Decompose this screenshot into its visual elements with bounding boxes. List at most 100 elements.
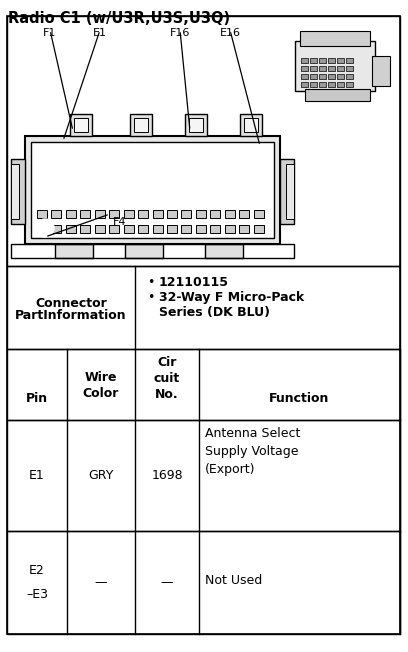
Bar [310, 82, 317, 87]
Circle shape [36, 219, 54, 237]
Bar [301, 66, 308, 71]
Bar [95, 225, 105, 233]
Bar [66, 225, 76, 233]
Bar [346, 74, 353, 79]
Text: E1: E1 [29, 469, 45, 482]
Bar [74, 118, 88, 132]
Bar [337, 58, 344, 63]
Bar [295, 41, 375, 91]
Bar [205, 244, 243, 258]
Text: F1: F1 [43, 28, 57, 38]
Bar [11, 164, 19, 219]
Bar [253, 210, 264, 218]
Bar [310, 66, 317, 71]
Bar [109, 210, 119, 218]
Bar [7, 16, 400, 266]
Bar [346, 82, 353, 87]
Text: —: — [95, 576, 107, 589]
Text: –E3: –E3 [26, 588, 48, 601]
Text: E16: E16 [220, 28, 240, 38]
Bar [185, 114, 207, 136]
Bar [55, 244, 93, 258]
Bar [337, 82, 344, 87]
Bar [239, 225, 249, 233]
Bar [138, 225, 148, 233]
Bar [182, 225, 191, 233]
Text: Pin: Pin [26, 393, 48, 405]
Bar [182, 210, 191, 218]
Bar [310, 74, 317, 79]
Bar [80, 210, 90, 218]
Text: Series (DK BLU): Series (DK BLU) [159, 306, 270, 319]
Text: 1698: 1698 [151, 469, 183, 482]
Bar [301, 82, 308, 87]
Bar [319, 66, 326, 71]
Bar [196, 225, 206, 233]
Text: 32-Way F Micro-Pack: 32-Way F Micro-Pack [159, 291, 304, 304]
Bar [134, 118, 148, 132]
Bar [125, 244, 163, 258]
Bar [319, 74, 326, 79]
Text: Radio C1 (w/U3R,U3S,U3Q): Radio C1 (w/U3R,U3S,U3Q) [8, 11, 230, 26]
Text: F16: F16 [170, 28, 190, 38]
Text: —: — [161, 576, 173, 589]
Bar [11, 159, 25, 224]
Text: E1: E1 [93, 28, 107, 38]
Bar [301, 58, 308, 63]
Bar [225, 225, 235, 233]
Bar [239, 210, 249, 218]
Bar [109, 225, 119, 233]
Bar [337, 66, 344, 71]
Text: 12110115: 12110115 [159, 276, 229, 289]
Bar [210, 225, 220, 233]
Bar [37, 210, 47, 218]
Bar [124, 225, 134, 233]
Bar [300, 31, 370, 46]
Text: E2: E2 [29, 563, 45, 576]
Bar [240, 114, 262, 136]
Bar [346, 66, 353, 71]
Text: •: • [147, 276, 154, 289]
Text: •: • [147, 291, 154, 304]
Text: Function: Function [269, 393, 330, 405]
Bar [7, 420, 400, 531]
Bar [7, 266, 400, 349]
Text: Connector: Connector [35, 297, 107, 310]
Bar [319, 82, 326, 87]
Bar [253, 225, 264, 233]
Bar [337, 74, 344, 79]
Bar [328, 74, 335, 79]
Bar [286, 164, 294, 219]
Bar [31, 142, 274, 238]
Bar [66, 210, 76, 218]
Bar [319, 58, 326, 63]
Bar [153, 210, 162, 218]
Bar [51, 210, 62, 218]
Bar [310, 58, 317, 63]
Bar [280, 159, 294, 224]
Bar [189, 118, 203, 132]
Bar [167, 210, 177, 218]
Text: F4: F4 [113, 217, 126, 227]
Text: Cir
cuit
No.: Cir cuit No. [154, 357, 180, 402]
Bar [346, 58, 353, 63]
Bar [70, 114, 92, 136]
Bar [7, 349, 400, 420]
Text: PartInformation: PartInformation [15, 309, 127, 322]
Bar [95, 210, 105, 218]
Bar [153, 225, 162, 233]
Bar [328, 82, 335, 87]
Bar [138, 210, 148, 218]
Text: GRY: GRY [88, 469, 114, 482]
Bar [225, 210, 235, 218]
Bar [11, 244, 294, 258]
Bar [328, 58, 335, 63]
Bar [196, 210, 206, 218]
Bar [25, 136, 280, 244]
Bar [124, 210, 134, 218]
Bar [372, 56, 390, 86]
Bar [167, 225, 177, 233]
Bar [7, 531, 400, 634]
Text: Not Used: Not Used [205, 574, 262, 587]
Bar [51, 225, 62, 233]
